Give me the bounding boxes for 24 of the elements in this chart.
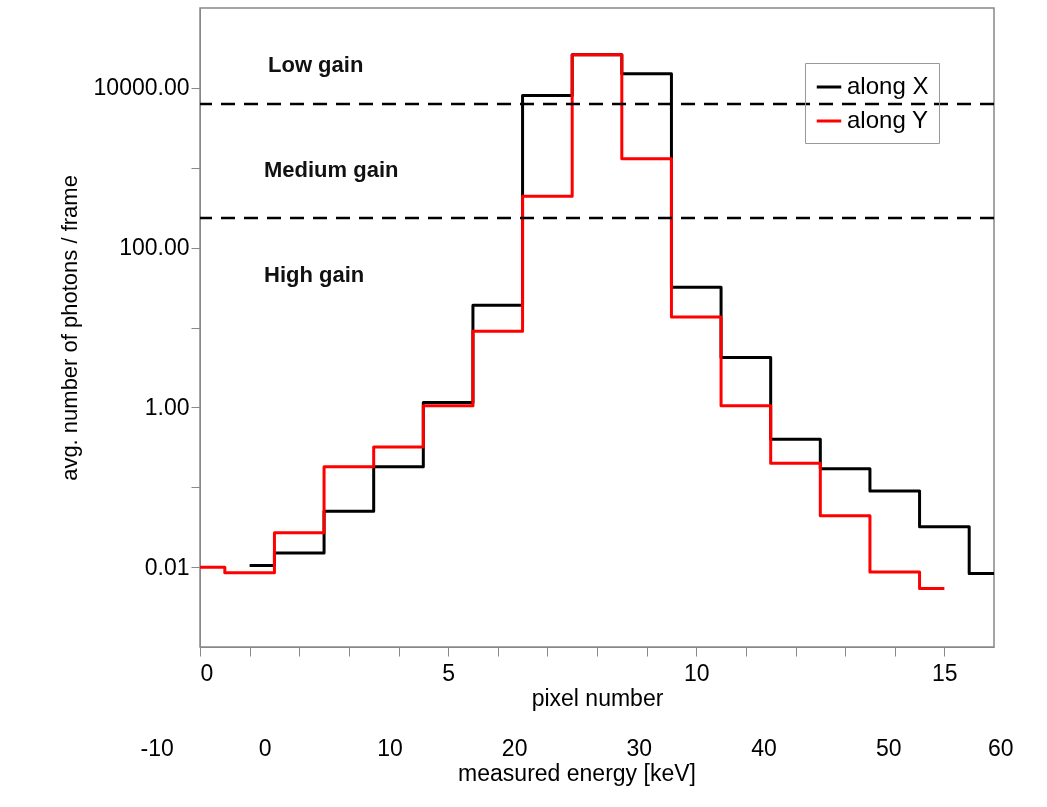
y-axis-title: avg. number of photons / frame	[56, 175, 82, 481]
x2-tick-label: 50	[875, 734, 902, 761]
annotation: Medium gain	[264, 157, 399, 182]
y-tick-label: 100.00	[119, 234, 190, 261]
x-tick-label: 10	[683, 659, 710, 686]
x2-tick-label: -10	[140, 734, 174, 761]
y-tick-label: 10000.00	[93, 74, 190, 101]
y-tick-label: 1.00	[144, 393, 190, 420]
legend-label: along X	[847, 72, 929, 99]
x-tick-label: 5	[442, 659, 456, 686]
x2-tick-label: 40	[751, 734, 777, 761]
x2-tick-label: 30	[626, 734, 653, 761]
x2-tick-label: 10	[377, 734, 403, 761]
x-tick-label: 15	[932, 659, 958, 686]
x2-tick-label: 0	[258, 734, 272, 761]
x2-tick-label: 60	[987, 734, 1014, 761]
x2-axis-title: measured energy [keV]	[458, 759, 696, 786]
x2-tick-label: 20	[501, 734, 528, 761]
annotation: Low gain	[268, 52, 364, 77]
y-tick-label: 0.01	[144, 553, 190, 580]
legend-label: along Y	[847, 106, 928, 133]
annotation: High gain	[264, 262, 365, 287]
x-tick-label: 0	[200, 659, 214, 686]
x-axis-title: pixel number	[531, 684, 664, 711]
